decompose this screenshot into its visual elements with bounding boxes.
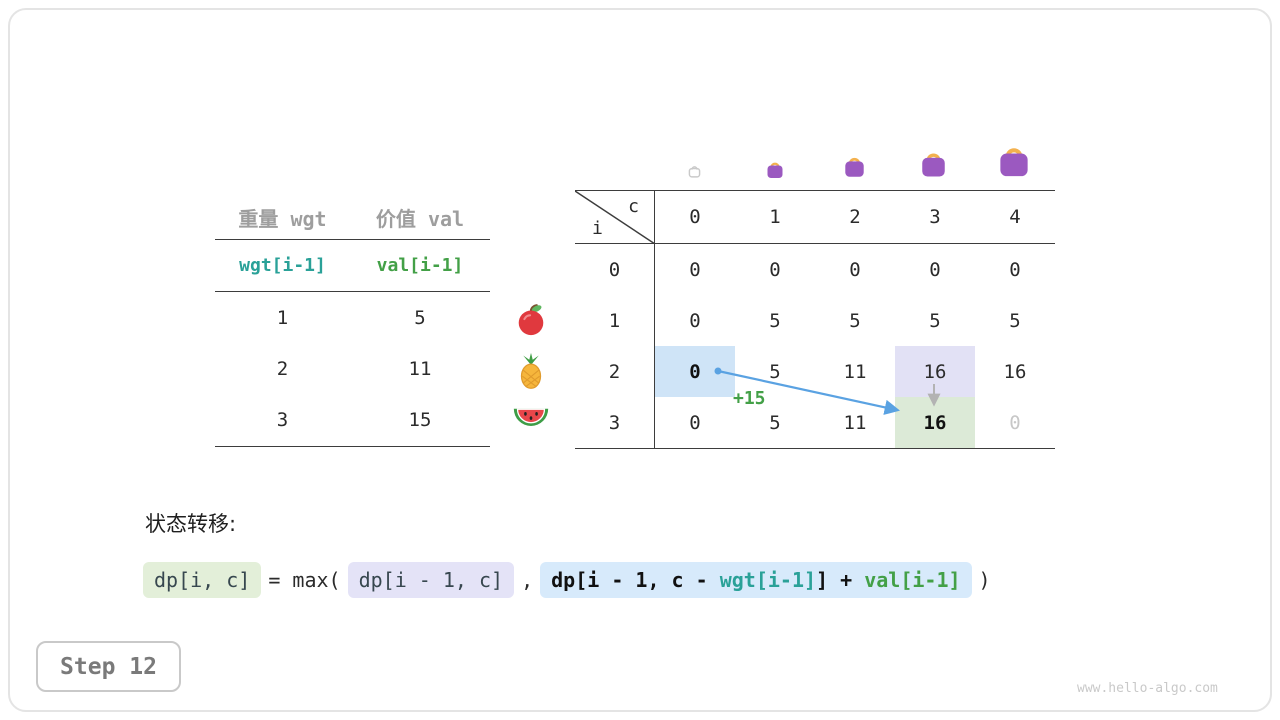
dp-row-header: 2 [575,346,655,397]
item-value-cell: 11 [408,357,432,380]
bag-icon-capacity-3 [918,145,949,182]
dp-row-header: 0 [575,244,655,295]
dp-table: c i 0 1 2 3 4 0 0 0 0 0 0 1 0 5 5 5 5 2 … [575,190,1055,449]
wgt-var-cell: wgt[i-1] [215,240,350,292]
corner-diagonal-line [575,191,655,244]
formula-option-skip: dp[i - 1, c] [347,562,515,598]
transition-formula: dp[i, c] = max( dp[i - 1, c] , dp[i - 1,… [143,562,991,598]
formula-val-term: val[i-1] [864,568,961,592]
dp-col-header: 3 [895,191,975,244]
step-badge: Step 12 [36,641,181,692]
dp-cell: 11 [843,360,867,383]
dp-cell: 0 [689,309,701,332]
dp-col-header: 1 [735,191,815,244]
dp-col-header: 2 [815,191,895,244]
pineapple-icon [514,352,548,389]
watermelon-icon [512,406,549,440]
apple-icon [514,303,548,337]
transition-title: 状态转移: [145,512,237,536]
dp-cell: 0 [689,411,701,434]
dp-cell-pending: 0 [1009,411,1021,434]
formula-eq: = max( [268,568,341,592]
dp-cell: 0 [849,258,861,281]
item-value-cell: 5 [414,306,426,329]
item-weight-cell: 2 [276,357,289,380]
weight-column-header: 重量 wgt [215,195,350,240]
formula-wgt-term: wgt[i-1] [719,568,817,592]
formula-option-take: dp[i - 1, c - wgt[i-1]] + val[i-1] [540,562,972,598]
corner-row-var: i [592,218,603,239]
dp-cell: 5 [849,309,861,332]
corner-col-var: c [628,196,639,217]
bag-icon-capacity-2 [842,151,867,182]
dp-cell-prev-highlight: 16 [895,346,975,397]
bag-icon-capacity-1 [765,157,785,183]
value-column-header: 价值 val [350,195,490,240]
dp-cell: 5 [769,411,781,434]
dp-cell: 5 [1009,309,1021,332]
dp-cell-current-highlight: 16 [895,397,975,448]
page-border [8,8,1272,712]
watermark: www.hello-algo.com [1077,681,1218,696]
item-weight-cell: 3 [276,409,289,431]
dp-corner-cell: c i [575,191,655,244]
dp-cell: 11 [843,411,867,434]
val-var-cell: val[i-1] [350,240,490,292]
dp-cell: 5 [929,309,941,332]
dp-cell: 5 [769,309,781,332]
formula-lhs: dp[i, c] [143,562,262,598]
dp-col-header: 0 [655,191,735,244]
dp-cell: 16 [1003,360,1027,383]
dp-cell: 0 [689,258,701,281]
dp-cell: 0 [929,258,941,281]
formula-take-prefix: dp[i - 1, c - [551,568,720,592]
formula-take-mid: ] + [816,568,865,592]
formula-close-paren: ) [978,568,991,592]
item-value-cell: 15 [408,409,432,431]
dp-row-header: 1 [575,295,655,346]
dp-cell: 0 [769,258,781,281]
items-table: 重量 wgt 价值 val wgt[i-1] val[i-1] 1 5 2 11… [215,195,490,447]
dp-cell-source-highlight: 0 [655,346,735,397]
item-weight-cell: 1 [276,306,289,329]
formula-comma: , [521,568,534,592]
bag-icon-capacity-0 [687,162,702,182]
dp-col-header: 4 [975,191,1055,244]
dp-cell: 0 [1009,258,1021,281]
add-value-label: +15 [733,388,766,409]
bag-icon-capacity-4 [995,138,1033,182]
dp-row-header: 3 [575,397,655,448]
